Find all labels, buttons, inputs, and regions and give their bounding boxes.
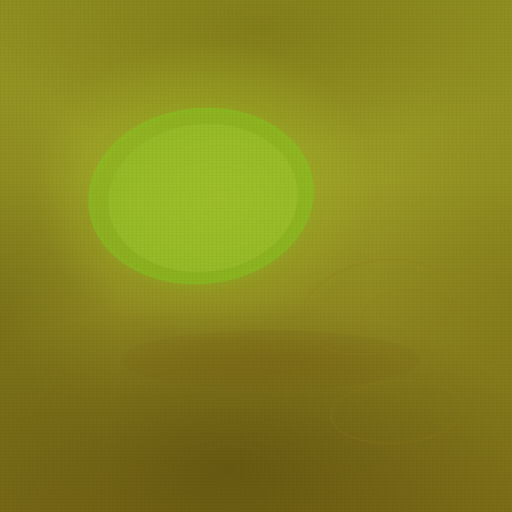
- swirl-texture: [327, 375, 467, 449]
- dark-band: [120, 330, 420, 390]
